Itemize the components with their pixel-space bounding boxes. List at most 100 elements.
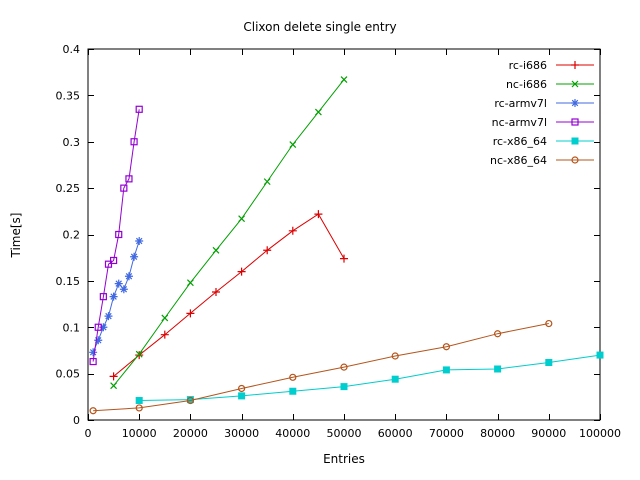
x-tick-label: 100000	[579, 427, 621, 440]
y-tick-label: 0	[73, 414, 80, 427]
y-tick-label: 0.35	[56, 89, 81, 102]
legend-rc-i686-marker	[571, 61, 579, 69]
series-rc-armv7l-marker	[94, 336, 103, 345]
series-nc-i686-marker	[212, 246, 220, 254]
y-tick-label: 0.05	[56, 368, 81, 381]
y-tick-label: 0.1	[63, 321, 81, 334]
y-tick-label: 0.25	[56, 182, 81, 195]
series-rc-i686-marker	[160, 330, 169, 339]
series-rc-x86_64-marker	[494, 365, 502, 373]
y-tick-label: 0.15	[56, 275, 81, 288]
series-nc-i686-marker	[238, 215, 246, 223]
legend-nc-armv7l-marker	[571, 118, 579, 126]
series-line-nc-i686	[113, 79, 345, 387]
series-rc-x86_64-marker	[442, 366, 450, 374]
x-tick-label: 40000	[275, 427, 310, 440]
legend-label-nc-x86_64: nc-x86_64	[490, 154, 547, 167]
series-rc-i686-marker	[263, 246, 272, 255]
series-nc-x86_64-marker	[289, 373, 297, 381]
series-rc-i686-marker	[135, 351, 144, 360]
series-nc-x86_64-marker	[186, 396, 194, 405]
series-nc-x86_64-marker	[545, 319, 553, 328]
series-nc-armv7l-marker	[120, 184, 128, 192]
series-line-rc-armv7l	[92, 240, 140, 353]
x-axis-label: Entries	[323, 452, 365, 466]
series-rc-x86_64-marker	[238, 392, 246, 400]
y-axis-label: Time[s]	[9, 212, 23, 258]
series-rc-armv7l-marker	[109, 292, 118, 301]
series-line-nc-armv7l	[92, 109, 140, 362]
legend-nc-x86_64-marker	[571, 156, 579, 164]
series-nc-armv7l-marker	[89, 357, 97, 366]
series-nc-armv7l-marker	[99, 293, 107, 301]
series-nc-x86_64-marker	[89, 407, 97, 415]
series-rc-armv7l-marker	[114, 279, 123, 288]
series-rc-i686-marker	[340, 254, 348, 263]
series-rc-x86_64-marker	[289, 387, 297, 395]
x-tick-label: 60000	[378, 427, 413, 440]
legend-label-nc-armv7l: nc-armv7l	[492, 116, 547, 129]
series-nc-armv7l-marker	[115, 230, 123, 239]
legend-nc-i686-marker	[571, 80, 579, 88]
series-line-nc-x86_64	[93, 323, 549, 412]
legend-rc-armv7l-marker	[571, 99, 579, 107]
series-rc-armv7l-marker	[89, 348, 98, 357]
series-rc-x86_64-marker	[135, 397, 143, 405]
series-nc-i686-marker	[263, 178, 271, 186]
series-nc-x86_64-marker	[494, 330, 502, 338]
legend-label-rc-armv7l: rc-armv7l	[494, 97, 547, 110]
x-tick-label: 70000	[429, 427, 464, 440]
x-tick-label: 10000	[122, 427, 157, 440]
series-nc-armv7l-marker	[104, 260, 113, 268]
series-rc-x86_64-marker	[340, 383, 348, 391]
series-nc-x86_64-marker	[340, 363, 348, 371]
legend-label-rc-x86_64: rc-x86_64	[493, 135, 547, 148]
x-tick-label: 80000	[480, 427, 515, 440]
series-nc-x86_64-marker	[238, 384, 246, 393]
series-rc-armv7l-marker	[135, 236, 144, 245]
series-nc-x86_64-marker	[391, 352, 399, 360]
series-line-rc-x86_64	[139, 354, 601, 401]
series-rc-x86_64-marker	[596, 351, 604, 359]
series-rc-armv7l-marker	[119, 285, 128, 294]
legend-label-rc-i686: rc-i686	[509, 59, 547, 72]
x-tick-label: 0	[85, 427, 92, 440]
series-nc-i686-marker	[314, 108, 322, 116]
series-rc-armv7l-marker	[124, 272, 133, 281]
series-rc-i686-marker	[186, 309, 195, 318]
series-nc-i686-marker	[340, 76, 348, 84]
series-nc-i686-marker	[161, 314, 169, 322]
series-nc-armv7l-marker	[94, 323, 102, 331]
chart-title: Clixon delete single entry	[243, 20, 397, 34]
x-tick-label: 30000	[224, 427, 259, 440]
series-rc-i686-marker	[109, 372, 118, 381]
x-tick-label: 50000	[327, 427, 362, 440]
series-nc-x86_64-marker	[135, 404, 143, 412]
series-nc-i686-marker	[135, 350, 143, 358]
x-tick-label: 20000	[173, 427, 208, 440]
y-tick-label: 0.2	[63, 229, 81, 242]
series-nc-i686-marker	[186, 279, 194, 287]
series-nc-armv7l-marker	[135, 105, 143, 113]
series-rc-armv7l-marker	[130, 252, 139, 261]
series-rc-i686-marker	[288, 226, 297, 235]
y-tick-label: 0.3	[63, 136, 81, 149]
series-rc-armv7l-marker	[104, 312, 113, 321]
series-line-rc-i686	[113, 213, 345, 377]
series-rc-armv7l-marker	[99, 323, 108, 332]
series-nc-armv7l-marker	[109, 256, 118, 265]
series-rc-i686-marker	[314, 210, 323, 219]
y-tick-label: 0.4	[63, 43, 81, 56]
series-nc-armv7l-marker	[130, 138, 138, 146]
series-rc-x86_64-marker	[545, 358, 553, 366]
legend-rc-x86_64-marker	[571, 137, 579, 145]
series-nc-i686-marker	[110, 382, 118, 390]
x-tick-label: 90000	[531, 427, 566, 440]
series-nc-armv7l-marker	[125, 175, 133, 183]
series-nc-i686-marker	[289, 141, 297, 148]
legend-label-nc-i686: nc-i686	[506, 78, 547, 91]
series-nc-x86_64-marker	[442, 343, 450, 351]
series-rc-i686-marker	[237, 267, 246, 276]
